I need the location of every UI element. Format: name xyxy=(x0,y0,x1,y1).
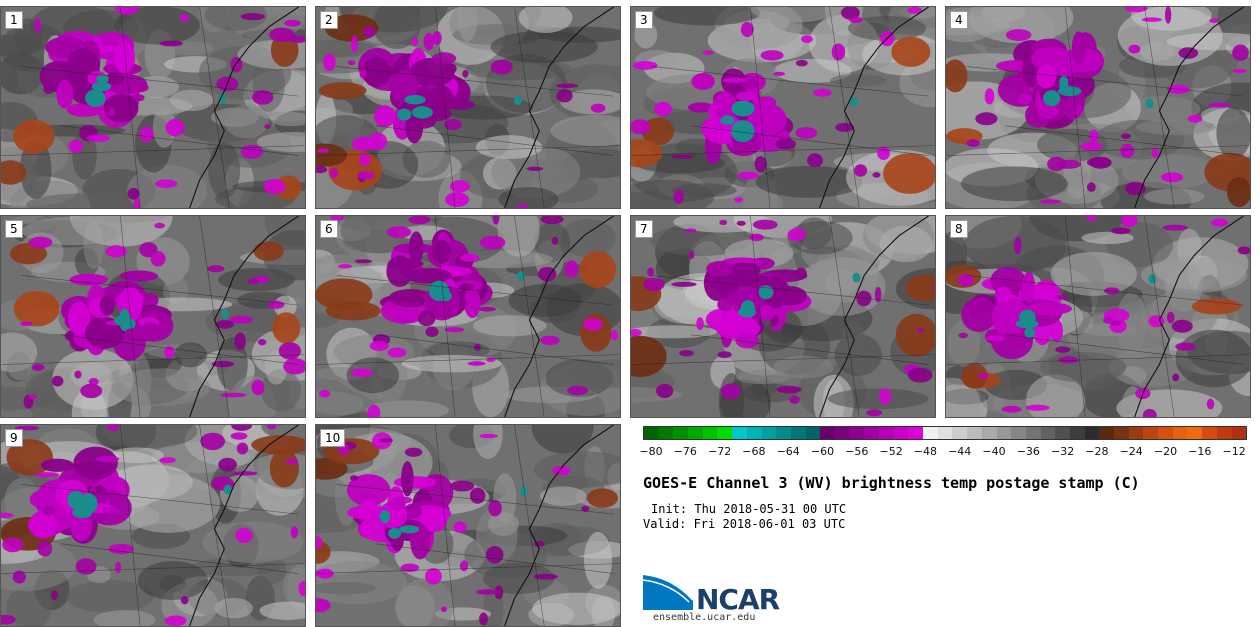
colorbar-swatch xyxy=(1172,427,1188,439)
colorbar-swatch xyxy=(805,427,821,439)
colorbar-swatch xyxy=(923,427,938,439)
map-image xyxy=(946,216,1250,417)
colorbar-tick-label: −20 xyxy=(1153,445,1178,458)
colorbar-swatch xyxy=(864,427,879,439)
panel-number: 4 xyxy=(950,11,968,29)
colorbar-tick-label: −72 xyxy=(707,445,732,458)
logo-wordmark: NCAR xyxy=(696,583,780,616)
colorbar-swatch xyxy=(1114,427,1129,439)
map-panel-4: 4 xyxy=(945,6,1251,209)
map-image xyxy=(946,7,1250,208)
colorbar-swatch xyxy=(1099,427,1114,439)
panel-number: 1 xyxy=(5,11,23,29)
colorbar-tick-label: −48 xyxy=(913,445,937,458)
map-panel-6: 6 xyxy=(315,215,621,418)
colorbar-swatch xyxy=(834,427,850,439)
colorbar-swatch xyxy=(981,427,997,439)
colorbar-tick-label: −60 xyxy=(810,445,835,458)
colorbar-tick-label: −28 xyxy=(1085,445,1109,458)
colorbar-swatch xyxy=(673,427,689,439)
colorbar-swatch xyxy=(1143,427,1159,439)
colorbar-swatch xyxy=(732,427,747,439)
colorbar-swatch xyxy=(658,427,674,439)
colorbar-tick-label: −64 xyxy=(776,445,800,458)
colorbar-swatch xyxy=(893,427,909,439)
map-panel-9: 9 xyxy=(0,424,306,627)
colorbar-swatch xyxy=(790,427,806,439)
colorbar-swatch xyxy=(717,427,733,439)
colorbar-swatch xyxy=(908,427,924,439)
colorbar-tick-label: −52 xyxy=(879,445,903,458)
colorbar-swatch xyxy=(1055,427,1070,439)
panel-number: 2 xyxy=(320,11,338,29)
colorbar-swatch xyxy=(879,427,894,439)
panel-number: 8 xyxy=(950,220,968,238)
colorbar-swatch xyxy=(1231,427,1247,439)
colorbar-tick-label: −40 xyxy=(982,445,1006,458)
colorbar-tick-label: −44 xyxy=(948,445,972,458)
colorbar-swatch xyxy=(1202,427,1217,439)
colorbar-swatch xyxy=(952,427,968,439)
colorbar-swatch xyxy=(1040,427,1056,439)
chart-title: GOES-E Channel 3 (WV) brightness temp po… xyxy=(643,474,1140,492)
colorbar-swatch xyxy=(996,427,1012,439)
map-image xyxy=(631,7,935,208)
colorbar-swatch xyxy=(1158,427,1173,439)
colorbar-tick-label: −16 xyxy=(1188,445,1212,458)
colorbar-swatch xyxy=(746,427,762,439)
colorbar-swatch xyxy=(820,427,835,439)
colorbar-tick-label: −36 xyxy=(1016,445,1040,458)
colorbar xyxy=(643,426,1247,440)
colorbar-swatch xyxy=(967,427,982,439)
panel-number: 5 xyxy=(5,220,23,238)
map-panel-2: 2 xyxy=(315,6,621,209)
panel-number: 3 xyxy=(635,11,653,29)
colorbar-swatch xyxy=(1128,427,1144,439)
map-panel-5: 5 xyxy=(0,215,306,418)
map-image xyxy=(316,425,620,626)
ncar-logo-icon xyxy=(643,573,694,610)
colorbar-swatch xyxy=(761,427,777,439)
colorbar-tick-label: −56 xyxy=(845,445,869,458)
map-image xyxy=(1,7,305,208)
colorbar-swatch xyxy=(1069,427,1085,439)
map-panel-1: 1 xyxy=(0,6,306,209)
map-panel-3: 3 xyxy=(630,6,936,209)
colorbar-tick-label: −24 xyxy=(1119,445,1143,458)
colorbar-swatch xyxy=(1025,427,1041,439)
init-time: Init: Thu 2018-05-31 00 UTC xyxy=(651,502,847,516)
colorbar-swatch xyxy=(937,427,953,439)
colorbar-ticks: −80 −76 −72 −68 −64 −60 −56 −52 −48 −44 −40 −36 −32−… xyxy=(639,442,1247,458)
colorbar-tick-label: −76 xyxy=(673,445,697,458)
colorbar-swatch xyxy=(644,427,659,439)
map-image xyxy=(631,216,935,417)
map-panel-8: 8 xyxy=(945,215,1251,418)
colorbar-tick-label: −32 xyxy=(1050,445,1075,458)
colorbar-tick-label: −80 xyxy=(639,445,663,458)
colorbar-swatch xyxy=(776,427,791,439)
colorbar-swatch xyxy=(702,427,718,439)
panel-number: 7 xyxy=(635,220,653,238)
colorbar-swatch xyxy=(1216,427,1232,439)
map-image xyxy=(1,425,305,626)
colorbar-swatch xyxy=(688,427,703,439)
colorbar-swatch xyxy=(1084,427,1100,439)
colorbar-tick-label: −68 xyxy=(742,445,766,458)
logo-url: ensemble.ucar.edu xyxy=(653,612,756,623)
colorbar-swatch xyxy=(1187,427,1203,439)
map-panel-10: 10 xyxy=(315,424,621,627)
map-image xyxy=(316,216,620,417)
map-panel-7: 7 xyxy=(630,215,936,418)
panel-number: 9 xyxy=(5,429,23,447)
valid-time: Valid: Fri 2018-06-01 03 UTC xyxy=(643,517,846,531)
colorbar-swatch xyxy=(1011,427,1026,439)
colorbar-tick-label: −12 xyxy=(1222,445,1246,458)
map-image xyxy=(1,216,305,417)
colorbar-swatch xyxy=(849,427,865,439)
panel-number: 10 xyxy=(320,429,346,447)
map-image xyxy=(316,7,620,208)
panel-number: 6 xyxy=(320,220,338,238)
